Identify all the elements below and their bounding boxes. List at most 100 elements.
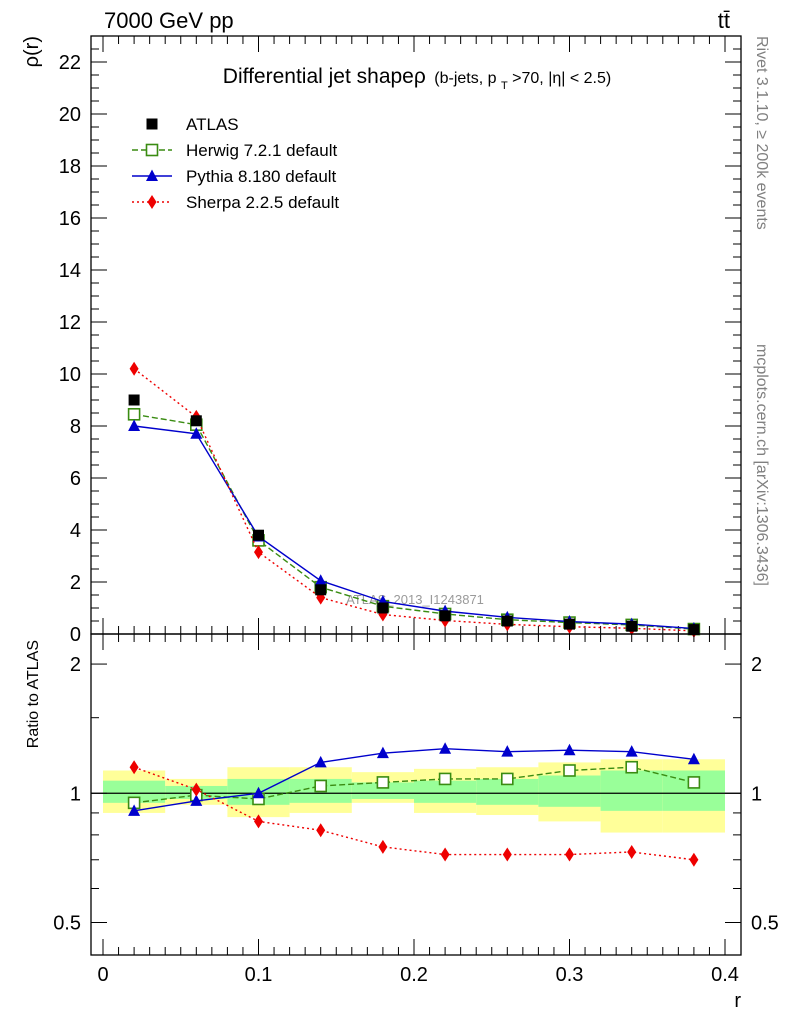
sherpa-point: [378, 839, 388, 854]
xtick-label: 0: [97, 964, 108, 986]
legend-marker-herwig: [145, 143, 159, 157]
ytick-label: 0: [70, 624, 81, 646]
sherpa-point: [440, 847, 450, 862]
band-inner-bin: [414, 780, 477, 803]
ratio-ytick-label: 2: [70, 654, 81, 676]
herwig-point: [438, 772, 452, 786]
top-panel: 0 2 4 6 8 10 12 14 16 18 20 22: [59, 35, 742, 646]
sherpa-point: [129, 361, 139, 376]
chart-title: Differential jet shapeρ (b-jets, p T >70…: [223, 65, 611, 93]
herwig-point: [687, 776, 701, 789]
pythia-point: [625, 745, 638, 757]
ytick-label: 10: [59, 364, 81, 386]
herwig-point: [376, 776, 390, 789]
chart-title-sub-a: (b-jets, p: [434, 70, 496, 87]
xtick-label: 0.4: [711, 964, 739, 986]
rivet-label: Rivet 3.1.10, ≥ 200k events: [753, 36, 770, 230]
atlas-data-point: [501, 615, 513, 627]
mcplots-label: mcplots.cern.ch [arXiv:1306.3436]: [753, 344, 770, 586]
band-inner-bin: [103, 780, 166, 803]
pythia-line: [134, 425, 694, 630]
chart-title-main: Differential jet shapeρ: [223, 65, 426, 88]
pythia-point: [252, 786, 265, 799]
herwig-point: [127, 407, 141, 421]
xtick-label: 0.3: [556, 964, 584, 986]
legend-label-data: ATLAS: [186, 115, 239, 134]
sherpa-point: [565, 847, 574, 862]
atlas-data-point: [190, 415, 202, 427]
legend-label-herwig: Herwig 7.2.1 default: [186, 141, 337, 160]
pythia-point: [314, 574, 327, 586]
process-label: tt̄: [718, 8, 730, 33]
top-ylabel: ρ(r): [21, 36, 43, 67]
atlas-data-point: [626, 620, 638, 632]
sherpa-point: [191, 782, 201, 797]
ytick-label: 6: [70, 468, 81, 490]
sherpa-point: [316, 823, 326, 838]
pythia-point: [128, 804, 141, 816]
pythia-line: [133, 748, 694, 812]
legend-label-sherpa: Sherpa 2.2.5 default: [186, 193, 339, 212]
ratio-ytick-label-right: 2: [751, 654, 762, 676]
ytick-label: 2: [70, 572, 81, 594]
ratio-ytick-label: 1: [70, 783, 81, 805]
sherpa-line: [133, 368, 694, 632]
sherpa-line: [133, 766, 694, 861]
energy-label: 7000 GeV pp: [104, 8, 234, 33]
pythia-point: [439, 742, 452, 754]
xtick-label: 0.1: [245, 964, 273, 986]
herwig-point: [563, 764, 576, 777]
ytick-label: 20: [59, 104, 81, 126]
xtick-label: 0.2: [400, 964, 428, 986]
watermark: ATLAS_2013_I1243871: [346, 592, 484, 607]
ytick-label: 12: [59, 312, 81, 334]
sherpa-point: [254, 545, 263, 560]
xlabel: r: [734, 990, 741, 1012]
ratio-ytick-label: 0.5: [53, 912, 81, 934]
sherpa-point: [627, 844, 637, 859]
chart-title-sub-subscript: T: [501, 80, 508, 92]
band-inner-bin: [600, 770, 663, 811]
atlas-data-point: [688, 624, 700, 636]
atlas-data-point: [253, 529, 264, 541]
atlas-data-point: [439, 610, 451, 622]
ratio-panel: 0 0.1 0.2 0.3 0.4 0.5 0.5 1 1 2 2: [53, 633, 779, 986]
herwig-line: [133, 413, 694, 630]
legend-label-pythia: Pythia 8.180 default: [186, 167, 337, 186]
ytick-label: 22: [59, 52, 81, 74]
sherpa-point: [129, 760, 139, 775]
legend-marker-sherpa: [147, 195, 157, 209]
pythia-point: [376, 746, 389, 759]
pythia-point: [687, 752, 700, 765]
sherpa-point: [502, 847, 512, 862]
ytick-label: 4: [70, 520, 81, 542]
chart-title-sub-b: >70, |η| < 2.5): [512, 70, 611, 87]
sherpa-point: [254, 814, 263, 829]
ytick-label: 16: [59, 208, 81, 230]
herwig-point: [625, 760, 639, 774]
ratio-frame: [90, 633, 742, 956]
ytick-label: 14: [59, 260, 81, 282]
pythia-point: [128, 419, 141, 431]
atlas-data-point: [128, 394, 140, 406]
legend-marker-pythia: [146, 169, 158, 181]
herwig-point: [500, 772, 514, 786]
sherpa-point: [689, 852, 699, 867]
herwig-point: [314, 779, 328, 793]
ratio-ylabel: Ratio to ATLAS: [25, 640, 42, 748]
pythia-point: [190, 794, 203, 806]
pythia-point: [314, 755, 327, 768]
pythia-point: [501, 745, 514, 757]
legend-marker-data: [146, 118, 158, 130]
ratio-ytick-label-right: 1: [751, 783, 762, 805]
ytick-label: 18: [59, 156, 81, 178]
band-inner-bin: [351, 782, 414, 799]
legend: ATLAS Herwig 7.2.1 default Pythia 8.180 de…: [132, 115, 339, 212]
ratio-ytick-label-right: 0.5: [751, 912, 779, 934]
pythia-point: [563, 743, 576, 756]
atlas-data-point: [564, 618, 575, 630]
atlas-data-point: [315, 584, 327, 596]
pythia-point: [190, 427, 203, 439]
ytick-label: 8: [70, 416, 81, 438]
